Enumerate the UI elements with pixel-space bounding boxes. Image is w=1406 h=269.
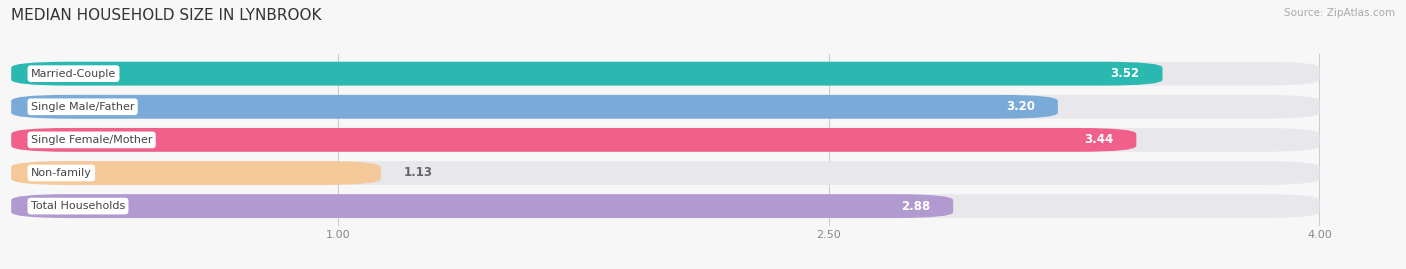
Text: 3.44: 3.44: [1084, 133, 1114, 146]
Text: 2.88: 2.88: [901, 200, 931, 213]
FancyBboxPatch shape: [11, 161, 381, 185]
Text: 1.13: 1.13: [404, 167, 433, 179]
FancyBboxPatch shape: [11, 194, 953, 218]
FancyBboxPatch shape: [11, 95, 1319, 119]
FancyBboxPatch shape: [11, 128, 1136, 152]
Text: Source: ZipAtlas.com: Source: ZipAtlas.com: [1284, 8, 1395, 18]
Text: Single Female/Mother: Single Female/Mother: [31, 135, 152, 145]
FancyBboxPatch shape: [11, 161, 1319, 185]
Text: 3.20: 3.20: [1005, 100, 1035, 113]
FancyBboxPatch shape: [11, 128, 1319, 152]
FancyBboxPatch shape: [11, 62, 1319, 86]
FancyBboxPatch shape: [11, 62, 1163, 86]
Text: Non-family: Non-family: [31, 168, 91, 178]
FancyBboxPatch shape: [11, 194, 1319, 218]
FancyBboxPatch shape: [11, 95, 1057, 119]
Text: Single Male/Father: Single Male/Father: [31, 102, 135, 112]
Text: Total Households: Total Households: [31, 201, 125, 211]
Text: MEDIAN HOUSEHOLD SIZE IN LYNBROOK: MEDIAN HOUSEHOLD SIZE IN LYNBROOK: [11, 8, 322, 23]
Text: 3.52: 3.52: [1111, 67, 1140, 80]
Text: Married-Couple: Married-Couple: [31, 69, 117, 79]
